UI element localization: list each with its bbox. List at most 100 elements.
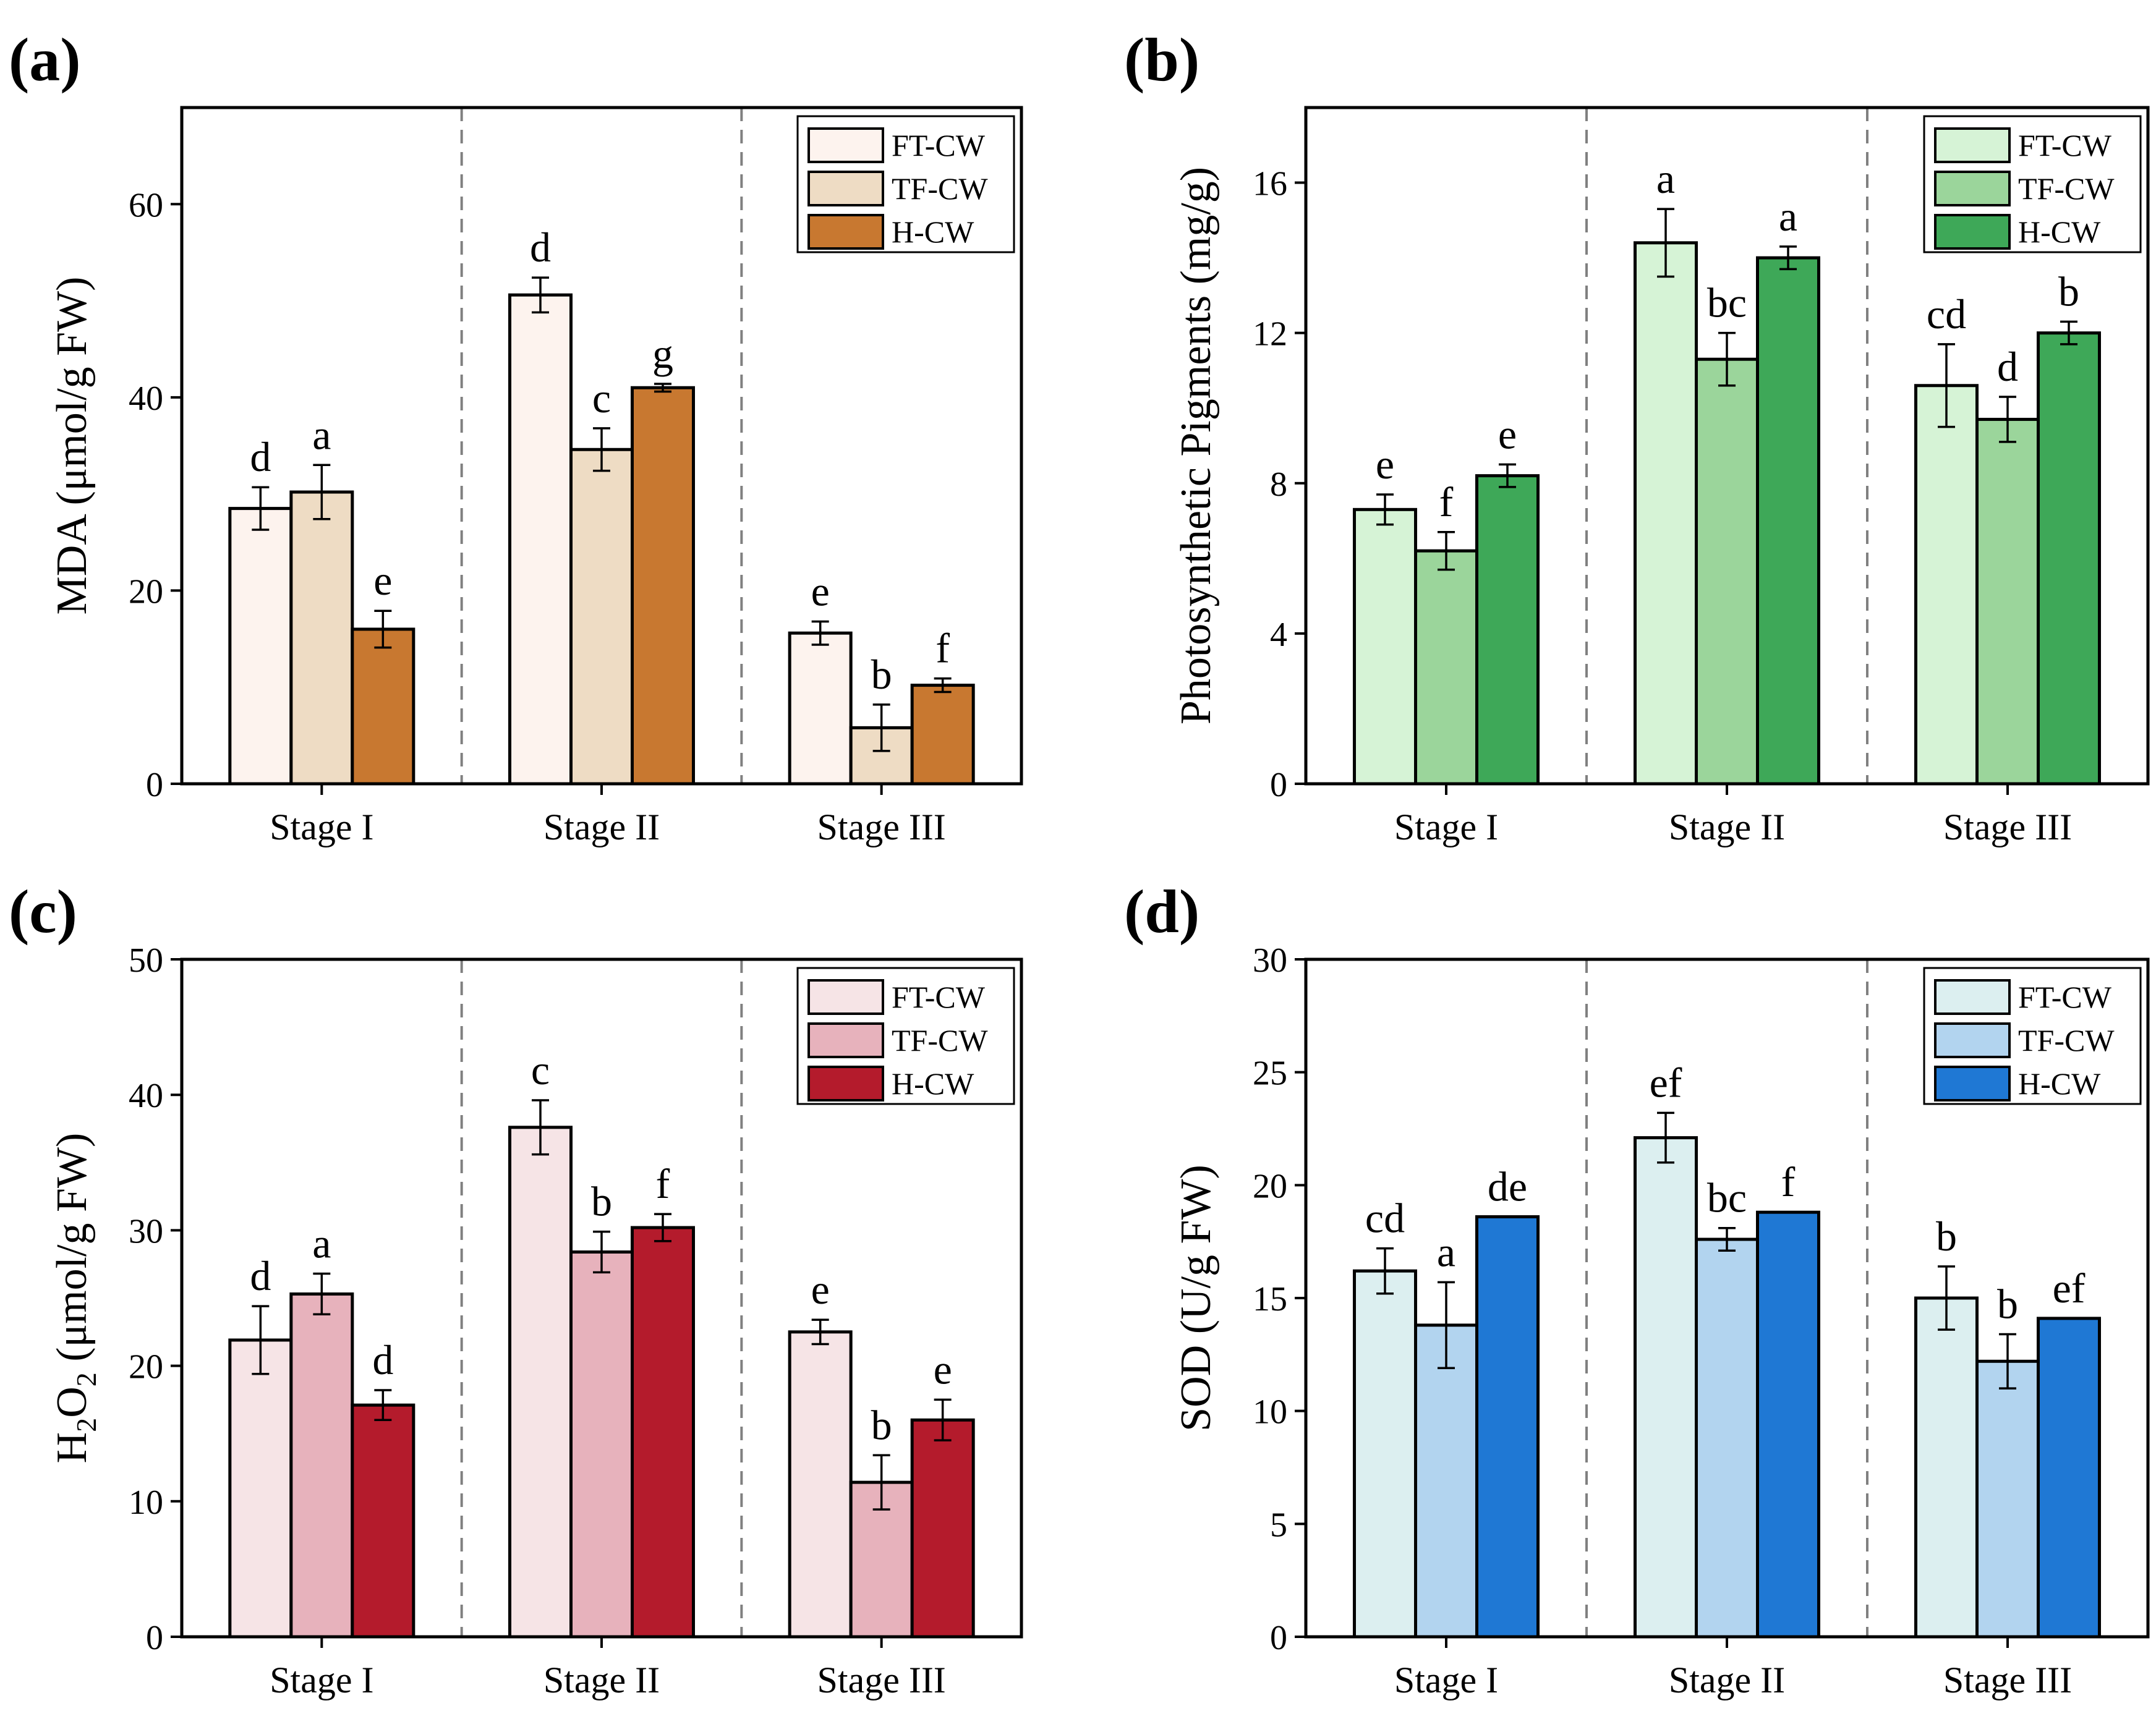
significance-letter: de <box>1488 1163 1527 1210</box>
legend: FT-CW TF-CW H-CW <box>796 967 1015 1105</box>
bar <box>1914 1296 1979 1639</box>
significance-letter: bc <box>1707 1174 1747 1221</box>
y-axis-label-subscript: 2 <box>70 1418 102 1432</box>
y-tick-label: 0 <box>146 1619 163 1657</box>
plot-frame <box>180 957 1023 1639</box>
bar <box>910 1418 975 1639</box>
legend-swatch <box>1934 171 2011 206</box>
plot-frame <box>1304 957 2150 1639</box>
significance-letter: a <box>312 1220 331 1267</box>
legend-swatch <box>1934 1022 2011 1058</box>
significance-letter: e <box>934 1346 952 1393</box>
bar <box>1414 1323 1478 1639</box>
significance-letter: d <box>1997 343 2018 390</box>
legend-label: FT-CW <box>2018 128 2112 163</box>
significance-letter: c <box>531 1046 550 1093</box>
significance-letter: b <box>1997 1280 2018 1327</box>
y-axis-label: H2O2 (μmol/g FW) <box>48 1133 102 1464</box>
panel-label: (d) <box>1124 877 1199 946</box>
significance-letter: f <box>1781 1158 1796 1205</box>
x-tick-label: Stage I <box>270 1660 373 1700</box>
legend-label: FT-CW <box>2018 980 2112 1014</box>
significance-letter: a <box>1656 155 1675 202</box>
legend-label: H-CW <box>2018 1066 2101 1101</box>
legend-swatch <box>1934 127 2011 163</box>
y-tick-label: 40 <box>129 380 163 418</box>
significance-letter: d <box>372 1336 393 1383</box>
significance-letter: f <box>656 1160 670 1207</box>
bar <box>788 631 853 786</box>
significance-letter: b <box>871 651 892 698</box>
significance-letter: ef <box>1650 1059 1682 1106</box>
significance-letter: f <box>935 625 950 672</box>
bar <box>1353 1269 1417 1639</box>
legend-swatch <box>1934 1066 2011 1101</box>
significance-letter: d <box>250 1252 271 1299</box>
significance-letter: e <box>373 557 392 604</box>
y-tick-label: 20 <box>1253 1167 1287 1205</box>
x-tick-label: Stage II <box>543 1660 660 1700</box>
y-tick-label: 50 <box>129 941 163 980</box>
y-tick-label: 12 <box>1253 315 1287 354</box>
legend-label: H-CW <box>892 1066 974 1101</box>
significance-letter: c <box>592 375 611 422</box>
y-tick-label: 60 <box>129 186 163 224</box>
legend-label: TF-CW <box>2018 171 2115 206</box>
significance-letter: g <box>652 330 673 377</box>
y-tick-label: 20 <box>129 572 163 611</box>
y-axis-label: Photosynthetic Pigments (mg/g) <box>1172 167 1220 724</box>
significance-letter: cd <box>1927 291 1966 337</box>
bar <box>2037 331 2101 786</box>
panel-label: (b) <box>1124 25 1199 94</box>
y-axis-label-part: (μmol/g FW) <box>48 1133 96 1373</box>
y-tick-label: 0 <box>146 766 163 804</box>
bar <box>1634 241 1698 786</box>
bar <box>351 627 415 786</box>
y-axis-label: MDA (μmol/g FW) <box>48 277 96 615</box>
significance-letter: d <box>530 224 551 271</box>
y-tick-label: 16 <box>1253 165 1287 203</box>
panel-label: (c) <box>9 877 77 946</box>
legend-swatch <box>807 214 884 250</box>
bar <box>569 1250 634 1639</box>
significance-letter: a <box>312 411 331 458</box>
plot-frame <box>1304 106 2150 786</box>
bar <box>1914 384 1979 786</box>
bar <box>1414 549 1478 786</box>
bar <box>508 293 573 786</box>
significance-letter: f <box>1439 478 1454 525</box>
y-tick-label: 15 <box>1253 1280 1287 1318</box>
bar <box>1695 1237 1759 1639</box>
y-tick-label: 8 <box>1270 465 1287 504</box>
bar <box>631 386 695 786</box>
bar <box>351 1403 415 1639</box>
x-tick-label: Stage II <box>543 807 660 847</box>
legend: FT-CW TF-CW H-CW <box>1923 115 2142 253</box>
y-tick-label: 0 <box>1270 766 1287 804</box>
legend-swatch <box>807 127 884 163</box>
bar <box>228 507 293 786</box>
y-tick-label: 4 <box>1270 616 1287 654</box>
significance-letter: bc <box>1707 279 1747 326</box>
legend-label: H-CW <box>892 214 974 249</box>
significance-letter: d <box>250 433 271 480</box>
x-tick-label: Stage I <box>1394 807 1498 847</box>
significance-letter: e <box>811 567 830 614</box>
significance-letter: b <box>2058 268 2079 315</box>
y-axis-label-subscript: 2 <box>70 1372 102 1386</box>
bar <box>788 1330 853 1639</box>
significance-letter: ef <box>2053 1265 2086 1312</box>
bar <box>631 1226 695 1639</box>
x-tick-label: Stage II <box>1669 807 1785 847</box>
y-axis-label: SOD (U/g FW) <box>1172 1165 1220 1432</box>
y-axis-label-part: O <box>48 1386 96 1418</box>
y-tick-label: 30 <box>1253 941 1287 980</box>
x-tick-label: Stage III <box>817 807 946 847</box>
bar <box>1975 417 2040 786</box>
significance-letter: a <box>1437 1228 1455 1275</box>
significance-letter: e <box>1498 410 1517 457</box>
